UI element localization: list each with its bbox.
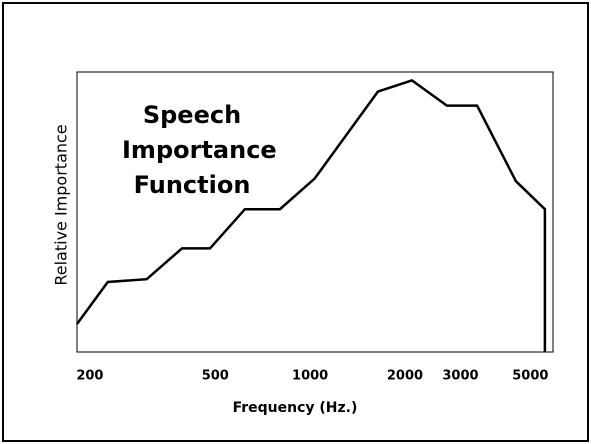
line — [75, 79, 547, 352]
x-tick-label: 200 — [76, 369, 103, 384]
x-tick-label: 2000 — [387, 369, 423, 384]
y-axis-label: Relative Importance — [52, 124, 71, 285]
chart-title: Speech Importance Function — [122, 101, 277, 199]
x-axis-label: Frequency (Hz.) — [233, 400, 358, 416]
plot-frame — [76, 71, 554, 353]
x-tick-label: 5000 — [512, 369, 548, 384]
x-tick-label: 500 — [202, 369, 229, 384]
x-tick-label: 3000 — [442, 369, 478, 384]
x-tick-label: 1000 — [292, 369, 328, 384]
